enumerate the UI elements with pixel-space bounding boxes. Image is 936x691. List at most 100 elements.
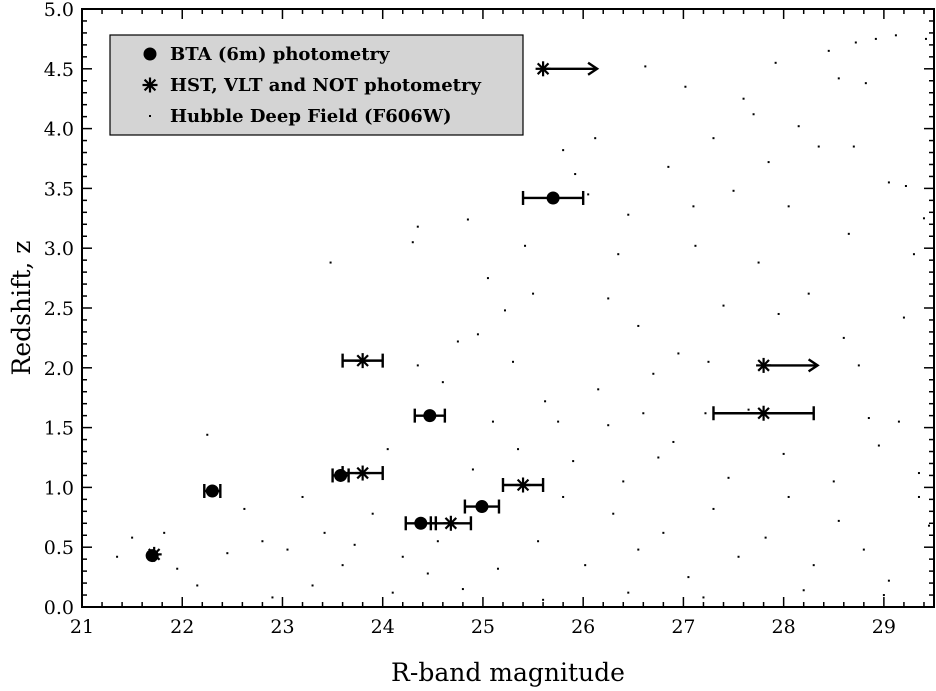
hdf-point <box>557 420 560 423</box>
y-tick-label: 3.0 <box>44 238 74 260</box>
hdf-point <box>176 567 179 570</box>
data-markers-layer <box>145 61 820 563</box>
arrow-head <box>807 358 820 373</box>
x-tick-label: 21 <box>70 616 94 638</box>
x-tick-label: 23 <box>270 616 294 638</box>
hdf-point <box>512 360 515 363</box>
hst-vlt-not-point <box>355 465 371 481</box>
x-axis-title: R-band magnitude <box>391 658 625 687</box>
hst-vlt-not-point <box>515 477 531 493</box>
hdf-point <box>411 241 414 244</box>
hdf-point <box>812 564 815 567</box>
hdf-point <box>617 253 620 256</box>
hst-vlt-not-point <box>355 353 371 369</box>
hdf-point <box>243 507 246 510</box>
hdf-point <box>742 97 745 100</box>
hdf-point <box>667 165 670 168</box>
x-tick-label: 26 <box>571 616 595 638</box>
y-tick-label: 4.5 <box>44 59 74 81</box>
y-tick-label: 4.0 <box>44 119 74 141</box>
y-tick-label: 0.5 <box>44 537 74 559</box>
hdf-point <box>852 145 855 148</box>
hdf-point <box>572 460 575 463</box>
hdf-point <box>301 495 304 498</box>
bta-point <box>334 468 348 482</box>
axes-layer: 21 22 23 24 25 26 27 28 29 0.0 0.5 1.0 1.5 2.0 2.5 3.0 3… <box>7 0 935 687</box>
hdf-point <box>897 420 900 423</box>
x-tick-label: 28 <box>772 616 796 638</box>
x-tick-label: 27 <box>671 616 695 638</box>
hdf-point <box>787 205 790 208</box>
hdf-point <box>832 480 835 483</box>
hdf-point <box>757 261 760 264</box>
hdf-point <box>524 244 527 247</box>
hdf-point <box>774 61 777 64</box>
x-tick-label: 29 <box>872 616 896 638</box>
bta-point <box>414 516 428 530</box>
legend-label: Hubble Deep Field (F606W) <box>170 106 452 127</box>
hdf-point <box>163 531 166 534</box>
hdf-point <box>677 352 680 355</box>
hdf-point <box>341 564 344 567</box>
hdf-point <box>491 420 494 423</box>
hdf-point <box>607 297 610 300</box>
hdf-point <box>712 507 715 510</box>
hdf-point <box>456 340 459 343</box>
y-tick-label: 5.0 <box>44 0 74 21</box>
hdf-point <box>864 82 867 85</box>
hdf-point <box>637 324 640 327</box>
hdf-point <box>261 540 264 543</box>
hdf-point <box>116 555 119 558</box>
hdf-point <box>894 34 897 37</box>
hdf-point <box>466 218 469 221</box>
hdf-point <box>496 567 499 570</box>
hdf-point <box>416 364 419 367</box>
hdf-point <box>882 594 885 597</box>
hdf-point <box>644 65 647 68</box>
hdf-point <box>767 161 770 164</box>
hdf-point <box>657 456 660 459</box>
hdf-point <box>584 564 587 567</box>
hdf-point <box>922 217 925 220</box>
hdf-point <box>426 572 429 575</box>
hdf-point <box>887 181 890 184</box>
hdf-point <box>867 417 870 420</box>
hdf-point <box>807 292 810 295</box>
hdf-point <box>827 49 830 52</box>
hdf-point <box>842 336 845 339</box>
hdf-point <box>912 253 915 256</box>
hdf-point <box>874 37 877 40</box>
hdf-point <box>544 400 547 403</box>
x-tick-label: 25 <box>471 616 495 638</box>
hdf-point <box>917 472 920 475</box>
hdf-point <box>737 555 740 558</box>
hdf-point <box>854 41 857 44</box>
hdf-point <box>732 189 735 192</box>
y-tick-label: 1.5 <box>44 418 74 440</box>
hdf-point <box>587 193 590 196</box>
hdf-point <box>707 360 710 363</box>
hdf-point <box>627 591 630 594</box>
hdf-point <box>441 381 444 384</box>
hdf-point <box>787 495 790 498</box>
hdf-point <box>323 531 326 534</box>
hdf-point <box>594 137 597 140</box>
hdf-point <box>416 225 419 228</box>
hdf-point <box>226 552 229 555</box>
arrow-head <box>587 61 600 76</box>
hdf-point <box>887 579 890 582</box>
hdf-point <box>607 424 610 427</box>
x-tick-label: 24 <box>371 616 395 638</box>
y-tick-label: 0.0 <box>44 597 74 619</box>
hdf-point <box>662 531 665 534</box>
hdf-point <box>476 333 479 336</box>
bta-point <box>423 409 437 423</box>
hdf-point <box>386 448 389 451</box>
hdf-point <box>904 185 907 188</box>
hdf-point <box>486 277 489 280</box>
hdf-point <box>687 576 690 579</box>
hdf-points-layer <box>116 34 930 601</box>
hdf-point <box>704 412 707 415</box>
bta-point <box>145 549 159 563</box>
